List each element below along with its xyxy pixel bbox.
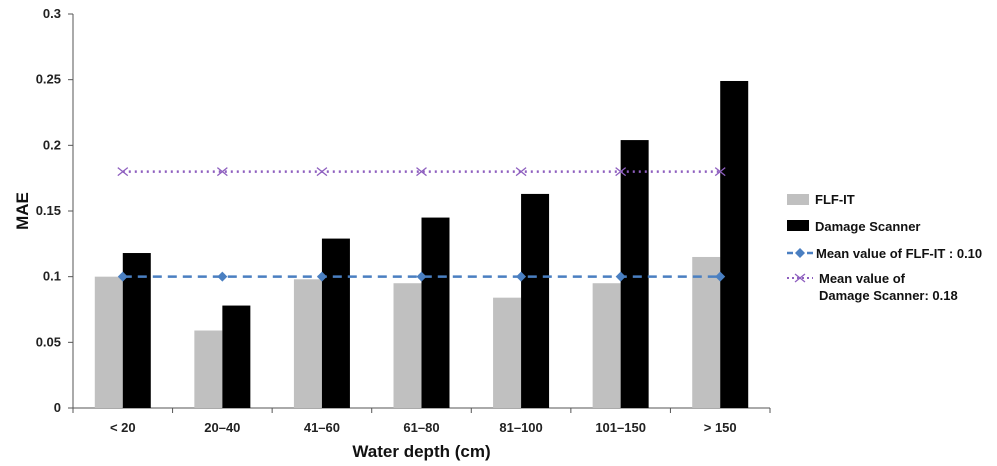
legend-label-damage-scanner: Damage Scanner (815, 219, 921, 234)
ticks: 0 0.05 0.1 0.15 0.2 0.25 0.3 < 20 20–40 41–60 61–8… (36, 6, 771, 435)
x-tick-label: 20–40 (204, 420, 240, 435)
bar-flf-it (393, 283, 422, 408)
bar-damage-scanner (222, 305, 251, 408)
legend-swatch-flf-it (787, 194, 809, 205)
legend-label-mean-damage-scanner-line2: Damage Scanner: 0.18 (819, 288, 958, 303)
legend-marker-diamond (795, 248, 805, 258)
legend-swatch-damage-scanner (787, 220, 809, 231)
reference-marker-x (117, 167, 129, 177)
reference-marker-x (216, 167, 228, 177)
legend-label-mean-damage-scanner-line1: Mean value of (819, 271, 906, 286)
reference-lines (117, 167, 726, 282)
legend-label-flf-it: FLF-IT (815, 192, 855, 207)
bar-flf-it (293, 279, 322, 408)
reference-marker-diamond (715, 271, 726, 282)
bar-damage-scanner (421, 217, 450, 408)
reference-marker-x (714, 167, 726, 177)
x-axis-title: Water depth (cm) (352, 442, 490, 461)
reference-marker-diamond (217, 271, 228, 282)
reference-marker-diamond (416, 271, 427, 282)
y-tick-label: 0.15 (36, 203, 61, 218)
bar-damage-scanner (521, 193, 550, 408)
legend-marker-x (794, 273, 806, 283)
reference-marker-diamond (316, 271, 327, 282)
reference-marker-x (316, 167, 328, 177)
bar-flf-it (692, 256, 721, 408)
reference-marker-x (615, 167, 627, 177)
y-tick-label: 0.3 (43, 6, 61, 21)
x-tick-label: 81–100 (499, 420, 542, 435)
x-tick-label: 101–150 (595, 420, 646, 435)
bar-damage-scanner (720, 80, 749, 408)
y-tick-label: 0.1 (43, 269, 61, 284)
y-tick-label: 0 (54, 400, 61, 415)
bar-damage-scanner (620, 140, 649, 408)
legend-label-mean-flf-it: Mean value of FLF-IT : 0.10 (816, 246, 982, 261)
reference-marker-diamond (516, 271, 527, 282)
reference-marker-diamond (615, 271, 626, 282)
bar-damage-scanner (122, 253, 151, 408)
x-tick-label: < 20 (110, 420, 136, 435)
y-tick-label: 0.25 (36, 72, 61, 87)
bar-damage-scanner (321, 238, 350, 408)
y-axis-title: MAE (13, 192, 32, 230)
bar-flf-it (194, 330, 223, 408)
reference-marker-x (416, 167, 427, 177)
reference-marker-diamond (117, 271, 128, 282)
bar-flf-it (493, 297, 522, 408)
y-tick-label: 0.05 (36, 334, 61, 349)
bar-flf-it (94, 276, 123, 408)
x-tick-label: 41–60 (304, 420, 340, 435)
bars (94, 80, 749, 408)
x-tick-label: 61–80 (403, 420, 439, 435)
legend: FLF-IT Damage Scanner Mean value of FLF-IT… (787, 192, 982, 303)
bar-flf-it (592, 283, 621, 408)
y-tick-label: 0.2 (43, 137, 61, 152)
x-tick-label: > 150 (704, 420, 737, 435)
reference-marker-x (515, 167, 527, 177)
